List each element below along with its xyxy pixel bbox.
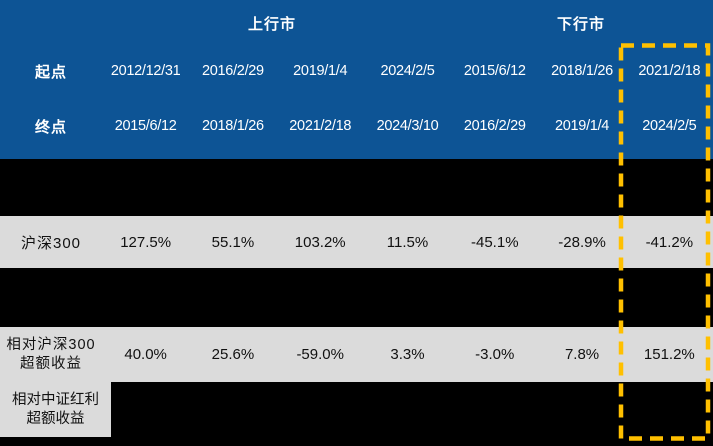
table-header: 上行市 下行市 起点 2012/12/31 2016/2/29 2019/1/4… xyxy=(0,0,713,159)
row-label: 沪深300 xyxy=(20,234,82,252)
down-market-group-label: 下行市 xyxy=(556,16,606,33)
end-date: 2018/1/26 xyxy=(202,118,264,134)
value-cell: -59.0% xyxy=(296,346,344,363)
up-market-group-label: 上行市 xyxy=(247,16,297,33)
end-date: 2021/2/18 xyxy=(289,118,352,134)
end-row-label: 终点 xyxy=(34,118,67,136)
start-date: 2012/12/31 xyxy=(110,63,181,79)
value-cell: 25.6% xyxy=(211,346,255,363)
value-cell: -3.0% xyxy=(475,346,515,363)
value-cell: 3.3% xyxy=(390,346,425,363)
end-date: 2016/2/29 xyxy=(463,118,526,134)
table-row-excess-vs-hs300: 相对沪深300 超额收益 40.0% 25.6% -59.0% 3.3% -3.… xyxy=(0,327,713,382)
value-cell: 7.8% xyxy=(564,346,600,363)
value-cell: 40.0% xyxy=(124,346,167,363)
start-date: 2015/6/12 xyxy=(463,63,526,79)
row-label-line2: 超额收益 xyxy=(20,355,82,372)
end-date: 2024/2/5 xyxy=(642,118,697,134)
value-cell: 55.1% xyxy=(211,233,255,251)
end-date: 2024/3/10 xyxy=(376,118,439,134)
value-cell: 127.5% xyxy=(120,233,172,251)
row-label-line1: 相对沪深300 xyxy=(6,336,96,353)
row-label-line2: 超额收益 xyxy=(26,410,85,427)
start-date: 2021/2/18 xyxy=(638,63,701,79)
value-cell: -45.1% xyxy=(471,233,519,251)
start-date-row: 起点 2012/12/31 2016/2/29 2019/1/4 2024/2/… xyxy=(0,60,713,82)
redacted-row-band xyxy=(0,159,713,216)
value-cell: -41.2% xyxy=(645,233,694,251)
row-label: 相对沪深300 超额收益 xyxy=(0,336,102,374)
end-date-row: 终点 2015/6/12 2018/1/26 2021/2/18 2024/3/… xyxy=(0,115,713,137)
start-date: 2016/2/29 xyxy=(202,63,264,79)
start-date: 2019/1/4 xyxy=(293,63,348,79)
value-cell: -28.9% xyxy=(558,233,606,251)
value-cell: 11.5% xyxy=(386,233,429,251)
redacted-row-band xyxy=(0,268,713,327)
start-date: 2018/1/26 xyxy=(551,63,613,79)
start-date: 2024/2/5 xyxy=(380,63,435,79)
row-label-line1: 相对中证红利 xyxy=(12,391,99,408)
end-date: 2015/6/12 xyxy=(114,118,177,134)
table-row-excess-vs-dividend-label: 相对中证红利 超额收益 xyxy=(0,382,111,437)
table-row-hs300: 沪深300 127.5% 55.1% 103.2% 11.5% -45.1% -… xyxy=(0,216,713,268)
start-row-label: 起点 xyxy=(34,63,67,81)
end-date: 2019/1/4 xyxy=(555,118,610,134)
value-cell: 103.2% xyxy=(294,233,346,251)
value-cell: 151.2% xyxy=(643,346,695,363)
